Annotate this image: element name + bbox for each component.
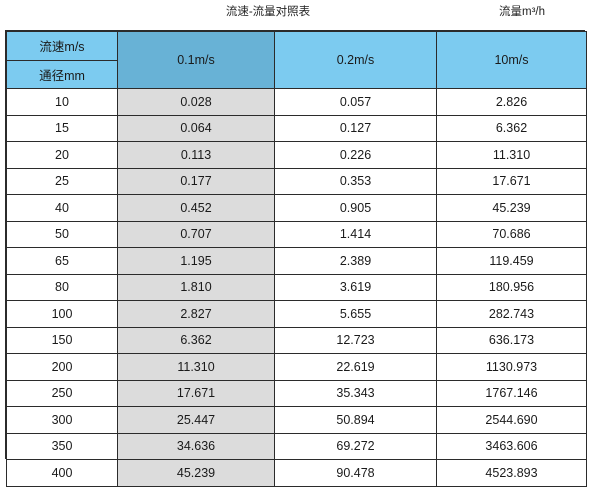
cell-flow-0_1: 34.636 (117, 432, 275, 460)
cell-flow-0_2: 1.414 (274, 220, 437, 248)
cell-flow-0_2: 0.905 (274, 194, 437, 222)
cell-diameter: 250 (6, 379, 118, 407)
cell-flow-0_2: 69.272 (274, 432, 437, 460)
cell-flow-0_1: 17.671 (117, 379, 275, 407)
table-row: 65 1.195 2.389 119.459 (6, 247, 587, 275)
table-row: 40 0.452 0.905 45.239 (6, 194, 587, 222)
cell-flow-0_2: 50.894 (274, 406, 437, 434)
corner-velocity-label: 流速m/s (7, 32, 117, 61)
cell-flow-0_1: 0.452 (117, 194, 275, 222)
cell-diameter: 40 (6, 194, 118, 222)
cell-flow-0_2: 0.127 (274, 114, 437, 142)
cell-diameter: 80 (6, 273, 118, 301)
caption-strip: 流速-流量对照表 流量m³/h (0, 0, 600, 29)
cell-diameter: 15 (6, 114, 118, 142)
cell-flow-0_1: 0.177 (117, 167, 275, 195)
cell-flow-10: 282.743 (436, 300, 587, 328)
cell-flow-0_1: 1.195 (117, 247, 275, 275)
cell-flow-10: 2544.690 (436, 406, 587, 434)
cell-diameter: 150 (6, 326, 118, 354)
cell-flow-0_1: 11.310 (117, 353, 275, 381)
cell-flow-10: 1767.146 (436, 379, 587, 407)
cell-flow-10: 17.671 (436, 167, 587, 195)
cell-diameter: 50 (6, 220, 118, 248)
cell-flow-0_2: 90.478 (274, 459, 437, 487)
cell-flow-0_1: 0.113 (117, 141, 275, 169)
cell-flow-10: 4523.893 (436, 459, 587, 487)
table-row: 400 45.239 90.478 4523.893 (6, 459, 587, 487)
cell-flow-0_1: 0.064 (117, 114, 275, 142)
cell-flow-0_2: 0.353 (274, 167, 437, 195)
table-row: 300 25.447 50.894 2544.690 (6, 406, 587, 434)
cell-diameter: 100 (6, 300, 118, 328)
table-row: 200 11.310 22.619 1130.973 (6, 353, 587, 381)
page-title: 流速-流量对照表 (225, 6, 311, 18)
table-row: 350 34.636 69.272 3463.606 (6, 432, 587, 460)
cell-flow-0_2: 22.619 (274, 353, 437, 381)
table-row: 150 6.362 12.723 636.173 (6, 326, 587, 354)
table-row: 15 0.064 0.127 6.362 (6, 114, 587, 142)
column-header-2: 10m/s (436, 31, 587, 89)
cell-flow-0_2: 5.655 (274, 300, 437, 328)
cell-flow-10: 636.173 (436, 326, 587, 354)
table-body: 流速m/s 通径mm 0.1m/s 0.2m/s 10m/s 10 0.028 0.… (6, 31, 587, 487)
cell-flow-0_1: 25.447 (117, 406, 275, 434)
cell-diameter: 300 (6, 406, 118, 434)
cell-diameter: 200 (6, 353, 118, 381)
cell-flow-10: 11.310 (436, 141, 587, 169)
table-row: 10 0.028 0.057 2.826 (6, 88, 587, 116)
table-header-row: 流速m/s 通径mm 0.1m/s 0.2m/s 10m/s (6, 31, 587, 89)
cell-flow-10: 180.956 (436, 273, 587, 301)
cell-flow-0_2: 35.343 (274, 379, 437, 407)
cell-flow-0_1: 0.028 (117, 88, 275, 116)
cell-flow-10: 119.459 (436, 247, 587, 275)
flow-unit-label: 流量m³/h (499, 6, 545, 18)
cell-flow-10: 70.686 (436, 220, 587, 248)
cell-diameter: 10 (6, 88, 118, 116)
cell-flow-0_1: 0.707 (117, 220, 275, 248)
cell-flow-0_2: 0.226 (274, 141, 437, 169)
cell-flow-0_1: 6.362 (117, 326, 275, 354)
conversion-table: 流速m/s 通径mm 0.1m/s 0.2m/s 10m/s 10 0.028 0.… (5, 30, 587, 487)
cell-flow-10: 3463.606 (436, 432, 587, 460)
cell-flow-0_2: 0.057 (274, 88, 437, 116)
column-header-0: 0.1m/s (117, 31, 275, 89)
cell-diameter: 65 (6, 247, 118, 275)
cell-flow-10: 45.239 (436, 194, 587, 222)
corner-diameter-label: 通径mm (7, 60, 117, 88)
cell-diameter: 400 (6, 459, 118, 487)
cell-flow-10: 2.826 (436, 88, 587, 116)
cell-flow-0_2: 12.723 (274, 326, 437, 354)
table-row: 50 0.707 1.414 70.686 (6, 220, 587, 248)
cell-diameter: 25 (6, 167, 118, 195)
cell-flow-0_1: 2.827 (117, 300, 275, 328)
column-header-1: 0.2m/s (274, 31, 437, 89)
header-corner-cell: 流速m/s 通径mm (6, 31, 118, 89)
cell-diameter: 350 (6, 432, 118, 460)
table-row: 80 1.810 3.619 180.956 (6, 273, 587, 301)
cell-flow-0_1: 1.810 (117, 273, 275, 301)
table-row: 20 0.113 0.226 11.310 (6, 141, 587, 169)
table-row: 250 17.671 35.343 1767.146 (6, 379, 587, 407)
cell-flow-10: 6.362 (436, 114, 587, 142)
table-grid: 流速m/s 通径mm 0.1m/s 0.2m/s 10m/s 10 0.028 0.… (6, 31, 587, 487)
cell-flow-0_1: 45.239 (117, 459, 275, 487)
cell-flow-10: 1130.973 (436, 353, 587, 381)
table-row: 25 0.177 0.353 17.671 (6, 167, 587, 195)
cell-flow-0_2: 3.619 (274, 273, 437, 301)
table-row: 100 2.827 5.655 282.743 (6, 300, 587, 328)
cell-flow-0_2: 2.389 (274, 247, 437, 275)
cell-diameter: 20 (6, 141, 118, 169)
